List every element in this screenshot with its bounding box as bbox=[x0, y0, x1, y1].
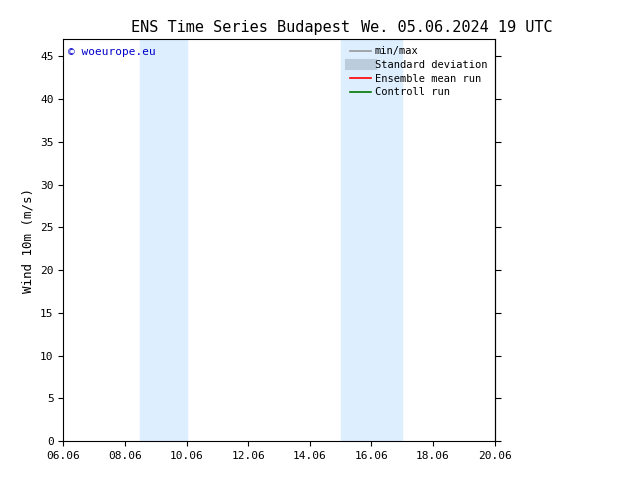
Bar bbox=[140, 39, 186, 441]
Text: © woeurope.eu: © woeurope.eu bbox=[68, 47, 155, 57]
Bar bbox=[340, 39, 402, 441]
Text: We. 05.06.2024 19 UTC: We. 05.06.2024 19 UTC bbox=[361, 20, 552, 35]
Y-axis label: Wind 10m (m/s): Wind 10m (m/s) bbox=[22, 188, 35, 293]
Text: ENS Time Series Budapest: ENS Time Series Budapest bbox=[131, 20, 351, 35]
Legend: min/max, Standard deviation, Ensemble mean run, Controll run: min/max, Standard deviation, Ensemble me… bbox=[347, 45, 489, 99]
